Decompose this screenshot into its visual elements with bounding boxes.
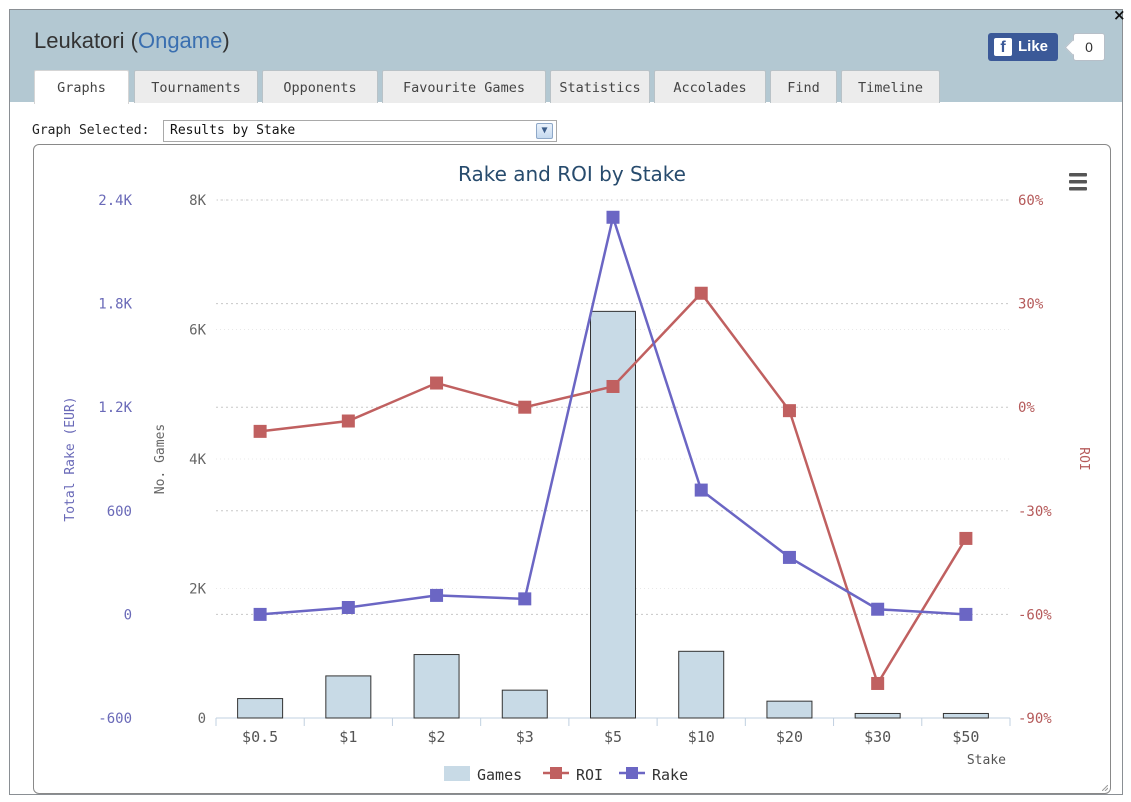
rake-point [430, 588, 444, 602]
x-tick-label: $0.5 [242, 728, 278, 746]
roi-point [341, 414, 355, 428]
rake-point [253, 607, 267, 621]
roi-point [253, 424, 267, 438]
rake-axis-tick-label: 1.8K [98, 297, 132, 313]
bar-games [854, 712, 901, 719]
rake-point [959, 607, 973, 621]
x-tick-label: $2 [428, 728, 446, 746]
bar-games [590, 310, 636, 719]
tab-accolades[interactable]: Accolades [654, 70, 766, 103]
x-tick-label: $1 [339, 728, 357, 746]
rake-axis-tick-label: -600 [98, 711, 132, 727]
facebook-like-button[interactable]: f Like [988, 33, 1058, 61]
graph-select-dropdown[interactable]: Results by Stake ▼ [163, 120, 557, 142]
chart-container: Rake and ROI by Stake 0 2K 4K 6K 8K -600 0 600 1.… [33, 144, 1111, 794]
games-axis-tick-label: 6K [189, 323, 206, 339]
roi-point [606, 379, 620, 393]
player-popup-window: Leukatori (Ongame) f Like 0 Graphs Tournam… [9, 6, 1126, 795]
close-icon[interactable]: × [1113, 6, 1126, 24]
graph-selected-label: Graph Selected: [32, 123, 150, 138]
legend-rake-marker [626, 767, 638, 779]
roi-point [430, 376, 444, 390]
hamburger-menu-icon[interactable] [1069, 173, 1087, 191]
tab-timeline[interactable]: Timeline [841, 70, 940, 103]
x-tick-label: $5 [604, 728, 622, 746]
legend-games-swatch [444, 766, 470, 781]
tab-tournaments[interactable]: Tournaments [134, 70, 258, 103]
roi-point [871, 676, 885, 690]
chart-title: Rake and ROI by Stake [458, 162, 686, 186]
legend-rake-label: Rake [652, 766, 688, 784]
x-tick-label: $10 [688, 728, 715, 746]
player-name: Leukatori [34, 28, 125, 53]
like-label: Like [1018, 38, 1049, 55]
rake-axis-title: Total Rake (EUR) [63, 396, 78, 521]
roi-axis-title: ROI [1076, 447, 1091, 470]
rake-point [341, 600, 355, 614]
legend-roi-marker [550, 767, 562, 779]
rake-point [518, 592, 532, 606]
games-axis-tick-label: 4K [189, 452, 206, 468]
poker-site-link[interactable]: Ongame [137, 28, 223, 53]
x-tick-label: $3 [516, 728, 534, 746]
x-axis-title: Stake [967, 753, 1006, 768]
tab-favourite-games[interactable]: Favourite Games [382, 70, 546, 103]
rake-roi-chart: Rake and ROI by Stake 0 2K 4K 6K 8K -600 0 600 1.… [63, 162, 1091, 784]
tab-opponents[interactable]: Opponents [262, 70, 378, 103]
roi-axis-tick-label: -90% [1018, 711, 1052, 727]
bar-games [942, 712, 989, 719]
rake-axis-tick-label: 1.2K [98, 400, 132, 416]
tab-graphs[interactable]: Graphs [34, 70, 129, 104]
popup-header: Leukatori (Ongame) f Like 0 Graphs Tournam… [10, 10, 1122, 104]
legend-games-label: Games [477, 766, 522, 784]
roi-point [518, 400, 532, 414]
roi-point [782, 404, 796, 418]
roi-point [694, 286, 708, 300]
facebook-icon: f [994, 38, 1012, 56]
resize-grip-icon[interactable] [1102, 785, 1108, 791]
popup-title: Leukatori (Ongame) [34, 28, 230, 53]
rake-axis-tick-label: 0 [124, 607, 132, 623]
rake-point [871, 602, 885, 616]
graph-select-value: Results by Stake [170, 123, 296, 138]
roi-axis-tick-label: -30% [1018, 504, 1052, 520]
roi-axis-tick-label: 30% [1018, 297, 1044, 313]
bar-games [678, 650, 725, 719]
games-axis-tick-label: 8K [189, 193, 206, 209]
tab-statistics[interactable]: Statistics [550, 70, 650, 103]
bar-games [501, 689, 548, 719]
roi-axis-tick-label: 0% [1018, 400, 1035, 416]
roi-axis-tick-label: 60% [1018, 193, 1044, 209]
bar-games [325, 675, 372, 719]
rake-axis-tick-label: 600 [107, 504, 132, 520]
rake-point [694, 483, 708, 497]
like-count-badge: 0 [1073, 33, 1105, 61]
rake-point [606, 210, 620, 224]
roi-point [959, 531, 973, 545]
games-axis-tick-label: 0 [198, 711, 206, 727]
x-tick-label: $20 [776, 728, 803, 746]
x-tick-label: $50 [952, 728, 979, 746]
games-axis-tick-label: 2K [189, 582, 206, 598]
x-tick-label: $30 [864, 728, 891, 746]
bar-games [766, 700, 813, 719]
tab-find[interactable]: Find [770, 70, 837, 103]
chevron-down-icon[interactable]: ▼ [536, 123, 553, 139]
bar-games [413, 654, 460, 719]
legend-roi-label: ROI [576, 766, 603, 784]
rake-point [782, 550, 796, 564]
games-axis-title: No. Games [153, 424, 168, 494]
bar-games [237, 698, 284, 719]
rake-axis-tick-label: 2.4K [98, 193, 132, 209]
roi-axis-tick-label: -60% [1018, 607, 1052, 623]
